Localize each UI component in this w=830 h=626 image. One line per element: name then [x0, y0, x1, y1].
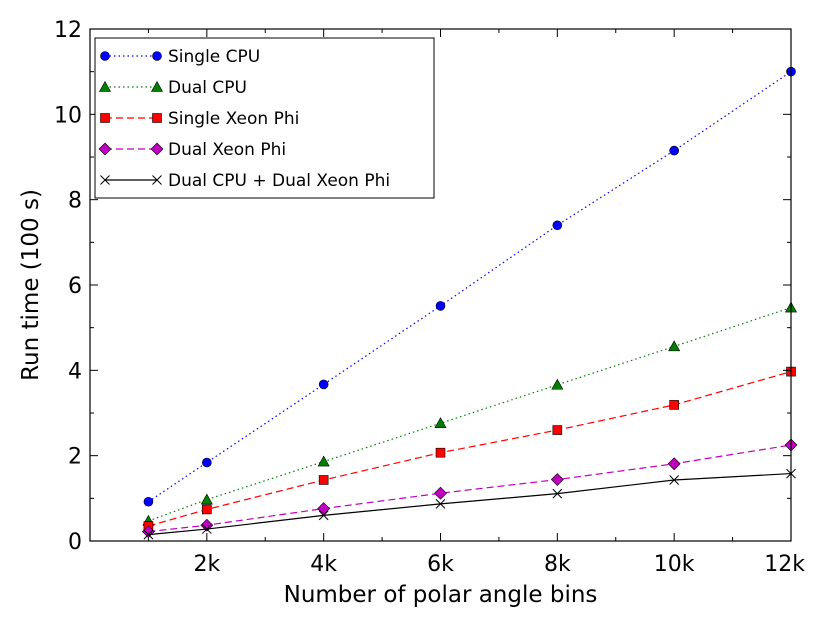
x-tick-label: 4k [310, 552, 337, 577]
data-point-single-cpu [143, 496, 154, 507]
series-line-dual-cpu-dual-xeon-phi [148, 472, 792, 536]
data-point-dual-cpu [551, 378, 564, 390]
legend-marker [152, 51, 162, 61]
data-point-dual-xeon-phi [317, 502, 331, 515]
series-line-single-xeon-phi [148, 371, 792, 527]
series-line-dual-cpu [148, 307, 792, 522]
legend-label: Single Xeon Phi [168, 109, 299, 129]
data-point-dual-xeon-phi [667, 457, 681, 471]
y-tick-label: 6 [68, 274, 82, 299]
data-point-single-cpu [435, 301, 446, 311]
legend-entry-dual-cpu: Dual CPU [98, 78, 247, 98]
legend-marker [152, 113, 162, 123]
y-tick-label: 12 [54, 18, 82, 43]
legend-marker [98, 142, 112, 156]
data-point-dual-cpu [200, 493, 213, 505]
data-point-dual-cpu-dual-xeon-phi [201, 524, 212, 534]
series-dual-cpu [142, 301, 798, 526]
data-point-dual-cpu-dual-xeon-phi [318, 510, 329, 521]
x-tick-label: 8k [544, 552, 571, 577]
legend: Single CPU Dual CPU Single Xeon Phi Dual Xe… [94, 37, 435, 199]
y-tick-label: 8 [68, 189, 82, 214]
y-tick-label: 0 [68, 530, 82, 555]
data-point-dual-cpu-dual-xeon-phi [435, 499, 446, 509]
data-point-single-xeon-phi [318, 475, 329, 485]
x-tick-label: 12k [764, 552, 805, 577]
data-point-single-xeon-phi [435, 447, 446, 458]
data-point-single-cpu [669, 145, 679, 156]
legend-marker [100, 175, 110, 185]
legend-entry-dual-xeon-phi: Dual Xeon Phi [98, 140, 286, 160]
y-axis-label: Run time (100 s) [18, 189, 44, 381]
data-point-single-xeon-phi [202, 504, 212, 515]
axis-ticks: 2k 4k 6k 8k 10k 12k 0 2 4 6 8 10 12 [54, 18, 805, 577]
data-point-dual-cpu [668, 340, 681, 352]
legend-marker [152, 175, 162, 185]
data-point-dual-cpu-dual-xeon-phi [552, 488, 563, 499]
y-tick-label: 4 [68, 359, 82, 384]
data-point-dual-xeon-phi [434, 486, 447, 500]
x-tick-label: 6k [427, 552, 454, 577]
data-point-single-xeon-phi [669, 400, 679, 410]
data-point-single-cpu [552, 220, 563, 231]
data-point-dual-cpu-dual-xeon-phi [143, 529, 154, 540]
series-dual-xeon-phi [141, 438, 798, 539]
data-point-dual-cpu [434, 417, 447, 428]
series-single-xeon-phi [143, 366, 796, 531]
data-point-dual-xeon-phi [550, 473, 564, 486]
legend-label: Dual CPU + Dual Xeon Phi [168, 171, 390, 191]
y-tick-label: 10 [54, 103, 82, 128]
x-tick-label: 10k [654, 552, 695, 577]
legend-label: Dual Xeon Phi [168, 140, 286, 160]
legend-marker [100, 51, 110, 61]
legend-marker [150, 142, 164, 156]
legend-marker [98, 80, 112, 92]
series-dual-cpu-dual-xeon-phi [143, 468, 796, 540]
data-point-dual-cpu [317, 455, 330, 467]
legend-label: Single CPU [168, 47, 260, 67]
y-tick-label: 2 [68, 445, 82, 470]
x-tick-label: 2k [193, 552, 220, 577]
legend-entry-single-cpu: Single CPU [100, 47, 260, 67]
legend-entry-dual-cpu-dual-xeon-phi: Dual CPU + Dual Xeon Phi [100, 171, 390, 191]
series-single-cpu [143, 66, 796, 507]
x-axis-label: Number of polar angle bins [284, 582, 598, 608]
data-point-single-cpu [202, 457, 212, 468]
legend-entry-single-xeon-phi: Single Xeon Phi [100, 109, 299, 129]
series-line-dual-xeon-phi [148, 444, 792, 533]
legend-label: Dual CPU [168, 78, 247, 98]
legend-marker [150, 80, 164, 92]
data-point-dual-cpu-dual-xeon-phi [669, 475, 680, 485]
data-point-single-xeon-phi [552, 425, 563, 435]
data-point-single-cpu [318, 379, 329, 390]
legend-marker [100, 113, 110, 123]
